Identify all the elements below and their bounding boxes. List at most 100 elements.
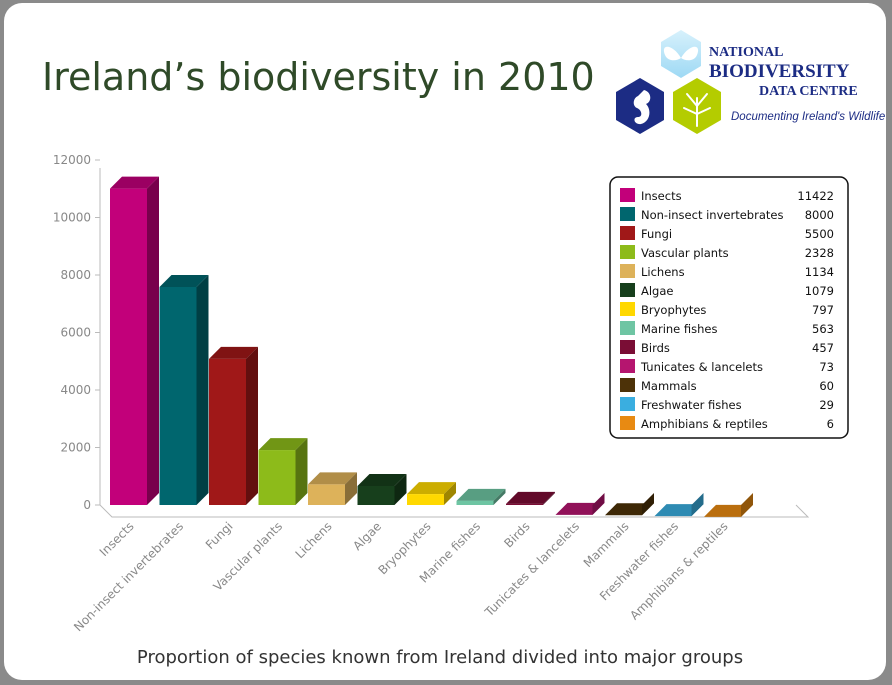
- x-tick-label: Lichens: [293, 519, 335, 561]
- y-tick-label: 2000: [60, 441, 91, 455]
- legend-value: 11422: [797, 189, 834, 203]
- bar-top-face: [357, 473, 407, 486]
- legend-swatch: [620, 264, 635, 278]
- bar-front-face: [159, 287, 197, 505]
- y-tick-label: 6000: [60, 326, 91, 340]
- legend-label: Fungi: [641, 227, 672, 241]
- logo-tagline: Documenting Ireland's Wildlife: [731, 111, 885, 123]
- bar-side-face: [345, 472, 357, 505]
- bar-side-face: [246, 346, 258, 505]
- legend-entry: Vascular plants 2328: [620, 245, 834, 260]
- legend-label: Algae: [641, 284, 673, 298]
- bar-side-face: [444, 482, 456, 505]
- bar-side-face: [394, 473, 407, 505]
- legend-swatch: [620, 321, 635, 335]
- bar-side-face: [642, 493, 654, 516]
- bar: [209, 346, 258, 505]
- legend-swatch: [620, 340, 635, 354]
- legend-label: Birds: [641, 341, 670, 355]
- bar-side-face: [493, 488, 506, 505]
- chart-caption: Proportion of species known from Ireland…: [137, 647, 743, 668]
- bar: [605, 493, 654, 516]
- legend-entry: Non-insect invertebrates 8000: [620, 207, 834, 222]
- legend-label: Bryophytes: [641, 303, 706, 317]
- bar-top-face: [506, 491, 555, 504]
- y-tick-label: 0: [83, 498, 91, 512]
- bar-top-face: [456, 488, 506, 501]
- bar-side-face: [147, 176, 159, 505]
- legend-value: 1079: [805, 284, 834, 298]
- legend-swatch: [620, 397, 635, 411]
- x-tick-label: Tunicates & lancelets: [482, 519, 583, 620]
- bar-front-face: [258, 450, 296, 505]
- legend-label: Non-insect invertebrates: [641, 208, 783, 222]
- legend-entry: Fungi 5500: [620, 226, 834, 241]
- legend-box: [609, 176, 849, 439]
- legend-swatch: [620, 378, 635, 392]
- bar: [357, 473, 407, 505]
- legend-label: Vascular plants: [641, 246, 729, 260]
- bar-side-face: [196, 275, 209, 505]
- bar-front-face: [506, 503, 543, 505]
- bar-top-face: [407, 482, 456, 495]
- x-axis-floor: [99, 504, 810, 518]
- bar-side-face: [741, 493, 753, 517]
- bar-top-face: [159, 275, 209, 287]
- legend-value: 797: [812, 303, 834, 317]
- bar: [159, 275, 209, 505]
- legend-value: 6: [827, 417, 834, 431]
- bar: [407, 482, 456, 505]
- bar: [704, 493, 753, 517]
- legend-label: Marine fishes: [641, 322, 718, 336]
- legend-entry: Lichens 1134: [620, 264, 834, 279]
- legend-value: 2328: [805, 246, 834, 260]
- bar: [506, 491, 555, 505]
- y-tick-label: 10000: [53, 211, 91, 225]
- legend-label: Freshwater fishes: [641, 398, 742, 412]
- logo-line-2: BIODIVERSITY: [709, 61, 850, 82]
- legend-entry: Tunicates & lancelets 73: [620, 359, 834, 374]
- logo-line-3: DATA CENTRE: [759, 84, 858, 99]
- bar-top-face: [110, 176, 159, 189]
- logo-line-1: NATIONAL: [709, 45, 783, 60]
- x-tick-label: Birds: [501, 519, 532, 550]
- legend: Insects 11422 Non-insect invertebrates 8000…: [609, 176, 849, 439]
- legend-entry: Amphibians & reptiles 6: [620, 416, 834, 431]
- bar: [654, 493, 704, 517]
- legend-label: Insects: [641, 189, 682, 203]
- legend-entry: Mammals 60: [620, 378, 834, 393]
- legend-value: 563: [812, 322, 834, 336]
- legend-swatch: [620, 359, 635, 373]
- bar-top-face: [209, 346, 258, 359]
- x-tick-label: Insects: [97, 519, 137, 559]
- x-tick-label: Fungi: [203, 519, 236, 552]
- legend-value: 1134: [805, 265, 834, 279]
- bar-top-face: [605, 503, 654, 516]
- butterfly-hexagon-icon: [661, 30, 701, 78]
- bar: [555, 493, 605, 515]
- legend-value: 457: [812, 341, 834, 355]
- legend-value: 29: [819, 398, 834, 412]
- legend-swatch: [620, 302, 635, 316]
- bar-front-face: [209, 358, 246, 505]
- bar-front-face: [357, 485, 395, 505]
- butterfly-icon: [663, 46, 699, 61]
- seahorse-icon: [633, 90, 651, 125]
- legend-value: 8000: [805, 208, 834, 222]
- legend-entry: Insects 11422: [620, 188, 834, 203]
- bar-front-face: [308, 484, 345, 505]
- bar: [258, 438, 308, 505]
- legend-value: 73: [819, 360, 834, 374]
- bar-side-face: [691, 493, 704, 517]
- legend-swatch: [620, 188, 635, 202]
- bars: [110, 176, 753, 517]
- legend-entry: Birds 457: [620, 340, 834, 355]
- bar: [456, 488, 506, 505]
- legend-label: Amphibians & reptiles: [641, 417, 768, 431]
- bar-top-face: [704, 504, 753, 517]
- chart-title: Ireland’s biodiversity in 2010: [42, 55, 595, 99]
- legend-entry: Marine fishes 563: [620, 321, 834, 336]
- bar: [308, 472, 357, 505]
- axes: 0 2000 4000 6000 8000 10000 12000: [53, 153, 810, 518]
